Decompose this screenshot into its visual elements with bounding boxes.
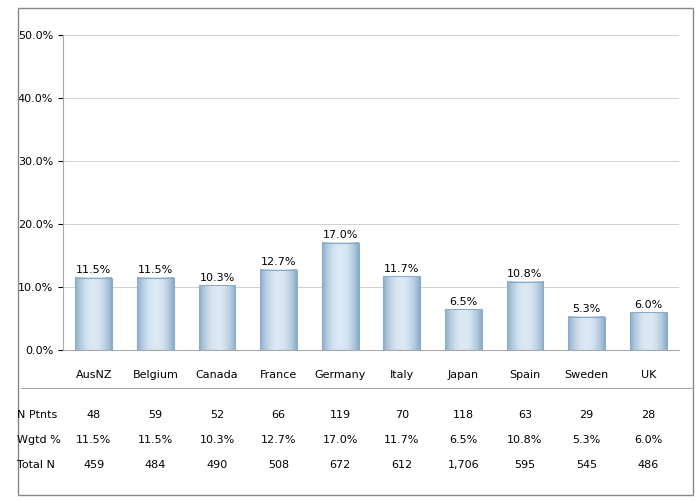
Text: Spain: Spain (510, 370, 540, 380)
Text: 119: 119 (330, 410, 351, 420)
Text: 10.3%: 10.3% (199, 435, 234, 445)
Bar (137, 278, 174, 350)
Text: 459: 459 (83, 460, 104, 470)
Text: AusNZ: AusNZ (76, 370, 112, 380)
Text: Total N: Total N (18, 460, 55, 470)
Text: N Ptnts: N Ptnts (18, 410, 57, 420)
Bar (384, 276, 420, 350)
Text: 612: 612 (391, 460, 412, 470)
Bar (507, 282, 543, 350)
Bar (322, 243, 358, 350)
Text: 11.7%: 11.7% (384, 435, 419, 445)
Text: 52: 52 (210, 410, 224, 420)
Text: 6.0%: 6.0% (634, 300, 662, 310)
Text: 11.5%: 11.5% (138, 435, 173, 445)
Text: 6.0%: 6.0% (634, 435, 662, 445)
Text: 11.7%: 11.7% (384, 264, 419, 274)
Text: 508: 508 (268, 460, 289, 470)
Text: 11.5%: 11.5% (138, 265, 173, 275)
Text: 486: 486 (638, 460, 659, 470)
Text: 490: 490 (206, 460, 228, 470)
Text: 12.7%: 12.7% (261, 435, 296, 445)
Text: Japan: Japan (448, 370, 479, 380)
Text: 1,706: 1,706 (447, 460, 480, 470)
Text: 63: 63 (518, 410, 532, 420)
Text: 5.3%: 5.3% (573, 304, 601, 314)
Text: Sweden: Sweden (564, 370, 609, 380)
Bar (260, 270, 297, 350)
Text: UK: UK (640, 370, 656, 380)
Text: 6.5%: 6.5% (449, 435, 477, 445)
Text: Germany: Germany (314, 370, 366, 380)
Text: 118: 118 (453, 410, 474, 420)
Text: 595: 595 (514, 460, 536, 470)
Bar (568, 316, 605, 350)
Text: 10.8%: 10.8% (508, 435, 542, 445)
Text: 29: 29 (580, 410, 594, 420)
Bar (76, 278, 112, 350)
Text: 5.3%: 5.3% (573, 435, 601, 445)
Text: Belgium: Belgium (132, 370, 178, 380)
Text: 70: 70 (395, 410, 409, 420)
Text: 6.5%: 6.5% (449, 296, 477, 306)
Text: 10.3%: 10.3% (199, 272, 234, 282)
Text: 672: 672 (330, 460, 351, 470)
Text: 17.0%: 17.0% (323, 230, 358, 240)
Text: 484: 484 (145, 460, 166, 470)
Text: Wgtd %: Wgtd % (18, 435, 62, 445)
Text: Canada: Canada (196, 370, 238, 380)
Text: 11.5%: 11.5% (76, 435, 111, 445)
Text: 12.7%: 12.7% (261, 258, 296, 268)
Bar (445, 309, 482, 350)
Text: 59: 59 (148, 410, 162, 420)
Text: 48: 48 (87, 410, 101, 420)
Bar (199, 285, 235, 350)
Text: 28: 28 (641, 410, 655, 420)
Text: Italy: Italy (390, 370, 414, 380)
Text: 545: 545 (576, 460, 597, 470)
Text: 11.5%: 11.5% (76, 265, 111, 275)
Bar (630, 312, 666, 350)
Text: 66: 66 (272, 410, 286, 420)
Text: 17.0%: 17.0% (323, 435, 358, 445)
Text: France: France (260, 370, 298, 380)
Text: 10.8%: 10.8% (508, 270, 542, 280)
